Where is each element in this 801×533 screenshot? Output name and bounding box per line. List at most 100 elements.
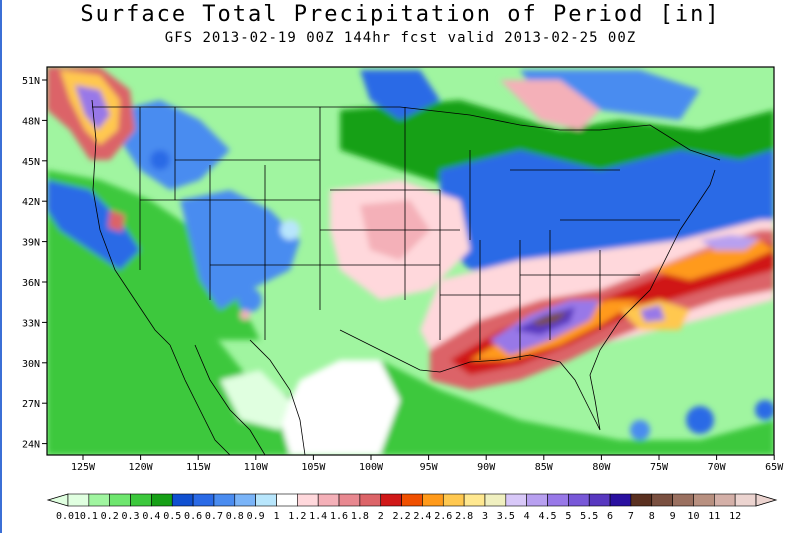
colorbar-swatch (338, 493, 361, 507)
precip-field (47, 67, 774, 455)
colorbar-min-arrow (46, 493, 69, 507)
colorbar-label: 4.5 (538, 511, 556, 522)
colorbar-label: 2.2 (393, 511, 411, 522)
colorbar-swatch (109, 493, 131, 507)
colorbar-swatch (693, 493, 715, 507)
colorbar-swatch (234, 493, 256, 507)
colorbar-label: 0.3 (122, 511, 140, 522)
colorbar-label: 12 (729, 511, 741, 522)
colorbar-swatch (463, 493, 486, 507)
lat-tick-label: 42N (22, 197, 40, 208)
lat-tick-label: 51N (22, 76, 40, 87)
lat-tick-label: 30N (22, 359, 40, 370)
colorbar-label: 0.01 (56, 511, 80, 522)
lon-tick-label: 85W (535, 462, 554, 473)
colorbar-swatch (88, 493, 110, 507)
colorbar: 0.01 0.1 0.2 0.3 0.4 0.5 0.6 0.7 0.8 0.9 1 1.2 1.4 1.… (46, 493, 778, 522)
lon-tick-label: 75W (650, 462, 669, 473)
colorbar-max-arrow (755, 493, 778, 507)
lon-tick-label: 80W (592, 462, 611, 473)
colorbar-label: 0.1 (80, 511, 98, 522)
lon-tick-label: 120W (129, 462, 154, 473)
colorbar-label: 2.8 (455, 511, 473, 522)
colorbar-label: 6 (607, 511, 613, 522)
colorbar-label: 3.5 (497, 511, 515, 522)
colorbar-swatch (651, 493, 673, 507)
colorbar-swatch (547, 493, 569, 507)
colorbar-swatch (359, 493, 382, 507)
colorbar-label: 0.6 (184, 511, 202, 522)
colorbar-swatch (192, 493, 215, 507)
colorbar-label: 2.4 (413, 511, 431, 522)
colorbar-label: 5 (565, 511, 571, 522)
latitude-axis: 51N 48N 45N 42N 39N 36N 33N 30N 27N 24N (22, 76, 47, 451)
map-frame (46, 66, 775, 456)
lat-tick-label: 27N (22, 399, 40, 410)
colorbar-label: 0.9 (247, 511, 265, 522)
window-edge (0, 0, 2, 533)
lat-tick-label: 24N (22, 440, 40, 451)
lon-tick-label: 100W (359, 462, 384, 473)
colorbar-label: 1.4 (309, 511, 327, 522)
colorbar-swatch (380, 493, 402, 507)
colorbar-label: 1 (273, 511, 279, 522)
colorbar-label: 2 (378, 511, 384, 522)
colorbar-swatch (422, 493, 444, 507)
lat-tick-label: 33N (22, 318, 40, 329)
lon-tick-label: 110W (244, 462, 269, 473)
lat-tick-label: 45N (22, 157, 40, 168)
colorbar-label: 7 (628, 511, 634, 522)
colorbar-label: 0.4 (142, 511, 160, 522)
colorbar-swatch (151, 493, 173, 507)
colorbar-label: 0.5 (163, 511, 181, 522)
colorbar-swatch (526, 493, 548, 507)
lon-tick-label: 70W (708, 462, 727, 473)
colorbar-label: 1.6 (330, 511, 348, 522)
lon-tick-label: 65W (765, 462, 784, 473)
colorbar-swatch (714, 493, 736, 507)
lon-tick-label: 115W (186, 462, 211, 473)
colorbar-swatch (171, 493, 194, 507)
colorbar-label: 1.8 (351, 511, 369, 522)
colorbar-label: 10 (687, 511, 699, 522)
state-borders (91, 99, 721, 455)
colorbar-swatch (672, 493, 694, 507)
colorbar-swatch (734, 493, 757, 507)
lon-tick-label: 90W (477, 462, 496, 473)
colorbar-swatch (568, 493, 590, 507)
colorbar-swatch (484, 493, 507, 507)
colorbar-label: 1.2 (288, 511, 306, 522)
colorbar-label: 5.5 (580, 511, 598, 522)
colorbar-swatch (588, 493, 611, 507)
map-subtitle: GFS 2013-02-19 00Z 144hr fcst valid 2013… (164, 30, 637, 46)
colorbar-label: 11 (708, 511, 720, 522)
colorbar-swatch (276, 493, 298, 507)
colorbar-swatch (130, 493, 152, 507)
colorbar-swatch (213, 493, 236, 507)
colorbar-label: 9 (670, 511, 676, 522)
lat-tick-label: 39N (22, 238, 40, 249)
colorbar-swatch (297, 493, 319, 507)
colorbar-swatch (67, 493, 90, 507)
colorbar-label: 8 (649, 511, 655, 522)
colorbar-swatch (609, 493, 632, 507)
map-title: Surface Total Precipitation of Period [i… (80, 2, 721, 27)
colorbar-swatch (630, 493, 653, 507)
colorbar-swatch (505, 493, 527, 507)
colorbar-swatch (255, 493, 277, 507)
lon-tick-label: 95W (420, 462, 439, 473)
lat-tick-label: 36N (22, 278, 40, 289)
colorbar-label: 4 (524, 511, 530, 522)
lon-tick-label: 105W (301, 462, 326, 473)
longitude-axis: 125W 120W 115W 110W 105W 100W 95W 90W 85W 80W 75W 7… (71, 455, 784, 473)
colorbar-label: 0.2 (101, 511, 119, 522)
colorbar-label: 3 (482, 511, 488, 522)
colorbar-label: 2.6 (434, 511, 452, 522)
colorbar-swatch (442, 493, 465, 507)
colorbar-swatch (317, 493, 340, 507)
colorbar-swatch (401, 493, 423, 507)
colorbar-label: 0.8 (226, 511, 244, 522)
lon-tick-label: 125W (71, 462, 96, 473)
lat-tick-label: 48N (22, 116, 40, 127)
